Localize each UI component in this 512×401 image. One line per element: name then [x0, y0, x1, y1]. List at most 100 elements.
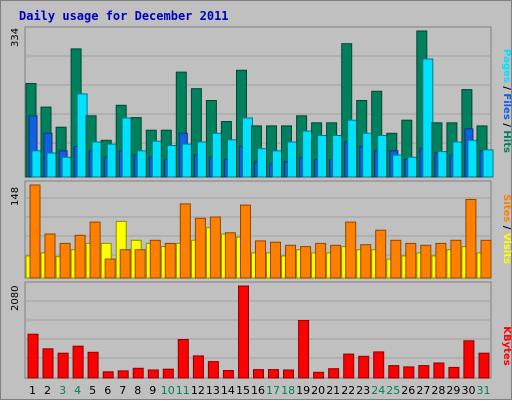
bar-sites-day-27: [420, 244, 432, 279]
panel-kbytes-legend: KBytes: [501, 326, 512, 365]
legend-separator: /: [501, 83, 512, 94]
bar-kbytes-day-11: [177, 339, 189, 379]
legend-text: Pages / Files / Hits: [501, 49, 512, 153]
bar-kbytes-day-13: [207, 361, 219, 379]
bar-kbytes-day-16: [253, 369, 264, 379]
bar-sites-day-7: [119, 249, 131, 279]
legend-hits: Hits: [501, 130, 512, 153]
bar-sites-day-16: [255, 240, 266, 279]
bar-kbytes-day-6: [102, 371, 114, 379]
bar-sites-day-10: [164, 242, 176, 279]
bar-sites-day-11: [179, 203, 191, 279]
bar-kbytes-day-15: [238, 285, 249, 379]
panel-visitors-legend: Sites / Visits: [501, 194, 512, 264]
bar-kbytes-day-21: [328, 368, 340, 379]
day-label-25: 25: [386, 384, 400, 397]
bar-kbytes-day-30: [463, 340, 475, 379]
day-label-13: 13: [206, 384, 220, 397]
day-label-22: 22: [341, 384, 355, 397]
bar-pages-day-27: [422, 58, 434, 178]
legend-text: KBytes: [501, 326, 512, 365]
day-label-23: 23: [356, 384, 370, 397]
bar-pages-day-14: [226, 139, 238, 178]
day-label-27: 27: [416, 384, 430, 397]
bar-kbytes-day-31: [478, 352, 490, 379]
bar-sites-day-18: [285, 244, 296, 279]
day-label-19: 19: [296, 384, 310, 397]
day-label-3: 3: [59, 384, 66, 397]
bar-pages-day-8: [136, 150, 148, 178]
bar-kbytes-day-22: [343, 353, 355, 379]
panel-visitors-max-label: 148: [10, 187, 21, 206]
bar-kbytes-day-26: [403, 366, 415, 379]
panel-visitors: 148 Sites / Visits: [10, 180, 512, 279]
bar-sites-day-26: [405, 242, 417, 279]
day-label-28: 28: [431, 384, 445, 397]
bar-kbytes-day-10: [162, 368, 174, 379]
bar-sites-day-13: [209, 216, 221, 279]
bar-kbytes-day-7: [117, 370, 129, 379]
day-label-8: 8: [134, 384, 141, 397]
bar-kbytes-day-1: [27, 333, 39, 379]
day-label-14: 14: [221, 384, 235, 397]
bar-sites-day-28: [435, 242, 447, 279]
bar-kbytes-day-2: [42, 348, 54, 379]
bar-sites-day-2: [44, 233, 56, 279]
day-label-18: 18: [281, 384, 295, 397]
bar-sites-day-15: [240, 204, 251, 279]
legend-files: Files: [501, 93, 512, 119]
day-label-1: 1: [29, 384, 36, 397]
x-axis-day-labels: 1 2 3 4 5 6 7 8 9 10 11 12 13 14 15 16 17 18 19 20 21 22 23 24 2…: [29, 384, 491, 397]
bar-kbytes-day-3: [57, 352, 69, 379]
bar-pages-day-2: [46, 152, 58, 178]
day-label-11: 11: [176, 384, 190, 397]
panel-requests-bars: [25, 30, 494, 178]
bar-kbytes-day-20: [313, 371, 325, 379]
legend-kbytes: KBytes: [501, 326, 512, 365]
bar-sites-day-8: [134, 249, 146, 279]
panel-visitors-bars: [25, 184, 492, 279]
bar-pages-day-24: [377, 135, 389, 178]
bar-sites-day-24: [375, 229, 387, 279]
bar-sites-day-14: [224, 232, 236, 279]
bar-kbytes-day-19: [298, 320, 310, 379]
bar-sites-day-12: [194, 217, 206, 279]
day-label-24: 24: [371, 384, 385, 397]
legend-separator: /: [501, 120, 512, 131]
bar-sites-day-21: [330, 244, 342, 279]
bar-kbytes-day-29: [448, 366, 460, 379]
bar-kbytes-day-24: [373, 351, 385, 379]
panel-kbytes-max-label: 2080: [10, 286, 21, 311]
bar-kbytes-day-18: [283, 369, 294, 379]
bar-kbytes-day-14: [222, 370, 234, 379]
bar-sites-day-22: [345, 221, 357, 279]
day-label-29: 29: [446, 384, 460, 397]
day-label-30: 30: [462, 384, 476, 397]
panel-requests-max-label: 334: [10, 28, 21, 47]
bar-sites-day-17: [270, 241, 281, 279]
day-label-26: 26: [401, 384, 415, 397]
bar-kbytes-day-12: [192, 355, 204, 379]
day-label-9: 9: [149, 384, 156, 397]
day-label-2: 2: [44, 384, 51, 397]
bar-sites-day-23: [360, 244, 372, 279]
chart-title: Daily usage for December 2011: [19, 9, 229, 23]
day-label-6: 6: [104, 384, 111, 397]
bar-sites-day-6: [104, 258, 116, 279]
bar-sites-day-19: [300, 246, 312, 279]
bar-kbytes-day-25: [388, 365, 400, 379]
panel-kbytes: 2080 KBytes: [10, 281, 512, 379]
bar-kbytes-day-8: [132, 367, 144, 379]
bar-kbytes-day-28: [433, 362, 445, 379]
day-label-7: 7: [119, 384, 126, 397]
bar-kbytes-day-9: [147, 369, 159, 379]
legend-separator: /: [501, 222, 512, 233]
panel-kbytes-bars: [27, 285, 490, 379]
bar-sites-day-20: [315, 242, 327, 279]
bar-kbytes-day-4: [72, 345, 84, 379]
day-label-21: 21: [326, 384, 340, 397]
bar-pages-day-21: [332, 135, 344, 178]
day-label-4: 4: [74, 384, 81, 397]
